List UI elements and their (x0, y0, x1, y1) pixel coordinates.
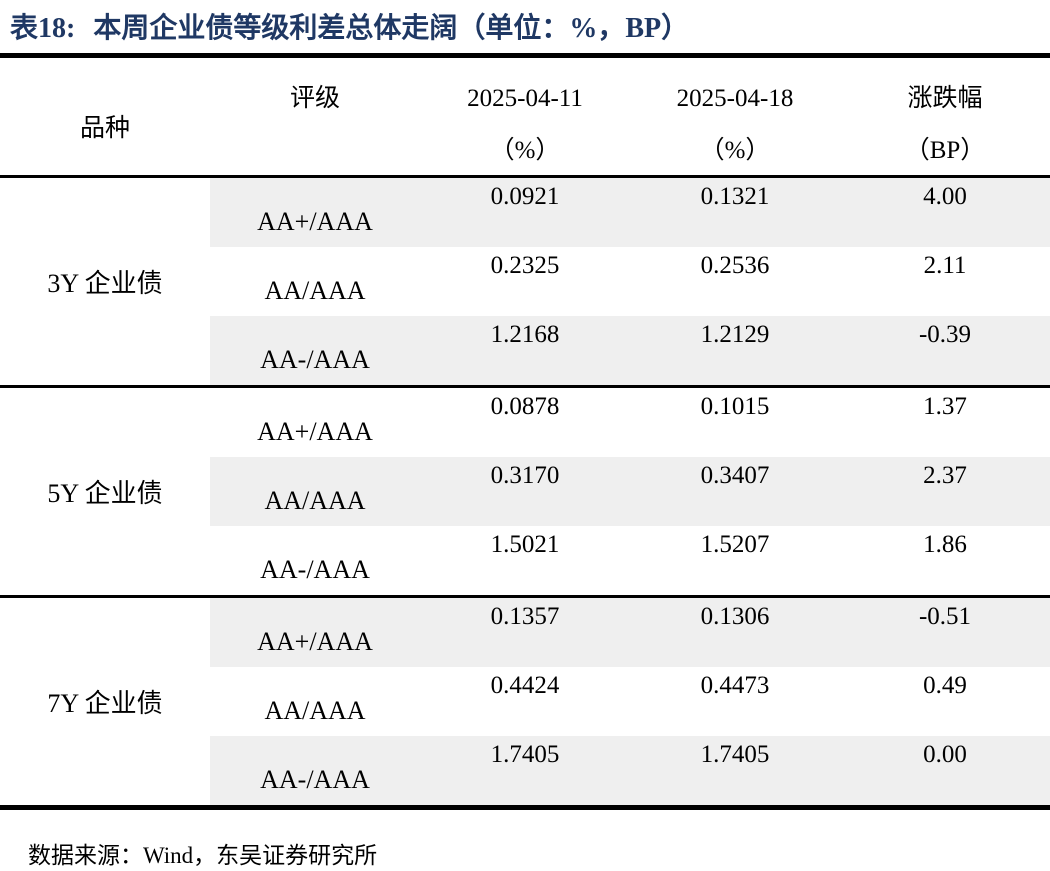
change-cell: 2.11 (923, 252, 967, 279)
header-change: 涨跌幅 （BP） (904, 85, 986, 164)
change-cell: -0.51 (918, 603, 972, 630)
value-date2-cell: 1.2129 (700, 321, 770, 348)
header-rating: 评级 (289, 85, 340, 112)
value-date1-cell: 0.1357 (490, 603, 560, 630)
value-date1-cell: 1.2168 (490, 321, 560, 348)
value-date2-cell: 0.3407 (700, 462, 770, 489)
value-date1-cell: 0.3170 (490, 462, 560, 489)
table-row: AA-/AAA 1.5021 1.5207 1.86 (210, 526, 1050, 595)
table-row: AA-/AAA 1.7405 1.7405 0.00 (210, 736, 1050, 805)
rating-cell: AA/AAA (264, 486, 366, 515)
group-divider (0, 595, 1050, 598)
data-source-note: 数据来源：Wind，东吴证券研究所 (28, 843, 378, 868)
table-row: AA/AAA 0.4424 0.4473 0.49 (210, 667, 1050, 736)
title-divider (0, 53, 1050, 58)
change-cell: -0.39 (918, 321, 972, 348)
value-date1-cell: 0.4424 (490, 672, 560, 699)
header-date-1: 2025-04-11 （%） (467, 85, 583, 164)
table-bottom-border (0, 805, 1050, 810)
value-date2-cell: 1.7405 (700, 741, 770, 768)
value-date2-cell: 0.1321 (700, 183, 770, 210)
value-date2-cell: 1.5207 (700, 531, 770, 558)
header-date-2: 2025-04-18 （%） (676, 85, 794, 164)
change-cell: 4.00 (923, 183, 967, 210)
table-row: AA/AAA 0.3170 0.3407 2.37 (210, 457, 1050, 526)
change-cell: 1.37 (923, 393, 967, 420)
table-row: AA+/AAA 0.1357 0.1306 -0.51 (210, 598, 1050, 667)
table-row: AA+/AAA 0.0921 0.1321 4.00 (210, 178, 1050, 247)
change-cell: 1.86 (923, 531, 967, 558)
header-divider (0, 175, 1050, 178)
value-date2-cell: 0.4473 (700, 672, 770, 699)
value-date2-cell: 0.1306 (700, 603, 770, 630)
rating-cell: AA+/AAA (257, 417, 373, 446)
change-cell: 0.49 (923, 672, 967, 699)
table-row: AA+/AAA 0.0878 0.1015 1.37 (210, 388, 1050, 457)
change-cell: 0.00 (923, 741, 967, 768)
group-3y: 3Y 企业债 AA+/AAA 0.0921 0.1321 4.00 AA/AAA… (0, 178, 1050, 385)
table-number-label: 表18: (10, 13, 76, 44)
rating-cell: AA/AAA (264, 276, 366, 305)
group-divider (0, 385, 1050, 388)
group-5y: 5Y 企业债 AA+/AAA 0.0878 0.1015 1.37 AA/AAA… (0, 388, 1050, 595)
table-row: AA-/AAA 1.2168 1.2129 -0.39 (210, 316, 1050, 385)
value-date1-cell: 1.5021 (490, 531, 560, 558)
group-7y: 7Y 企业债 AA+/AAA 0.1357 0.1306 -0.51 AA/AA… (0, 598, 1050, 805)
rating-cell: AA+/AAA (257, 627, 373, 656)
value-date1-cell: 0.2325 (490, 252, 560, 279)
page-title: 表18: 本周企业债等级利差总体走阔（单位：%，BP） (0, 0, 1050, 46)
rating-cell: AA-/AAA (260, 765, 370, 794)
value-date2-cell: 0.1015 (700, 393, 770, 420)
table-title-text: 本周企业债等级利差总体走阔（单位：%，BP） (93, 13, 690, 44)
rating-cell: AA+/AAA (257, 207, 373, 236)
rating-cell: AA-/AAA (260, 555, 370, 584)
value-date1-cell: 0.0921 (490, 183, 560, 210)
value-date1-cell: 1.7405 (490, 741, 560, 768)
value-date2-cell: 0.2536 (700, 252, 770, 279)
rating-cell: AA-/AAA (260, 345, 370, 374)
rating-cell: AA/AAA (264, 696, 366, 725)
table-row: AA/AAA 0.2325 0.2536 2.11 (210, 247, 1050, 316)
group-label-7y: 7Y 企业债 (0, 598, 210, 805)
change-cell: 2.37 (923, 462, 967, 489)
group-label-3y: 3Y 企业债 (0, 178, 210, 385)
table-header-row: 品种 评级 2025-04-11 （%） 2025-04-18 （%） 涨跌幅 … (0, 58, 1050, 175)
value-date1-cell: 0.0878 (490, 393, 560, 420)
header-variety: 品种 (79, 114, 130, 142)
group-label-5y: 5Y 企业债 (0, 388, 210, 595)
